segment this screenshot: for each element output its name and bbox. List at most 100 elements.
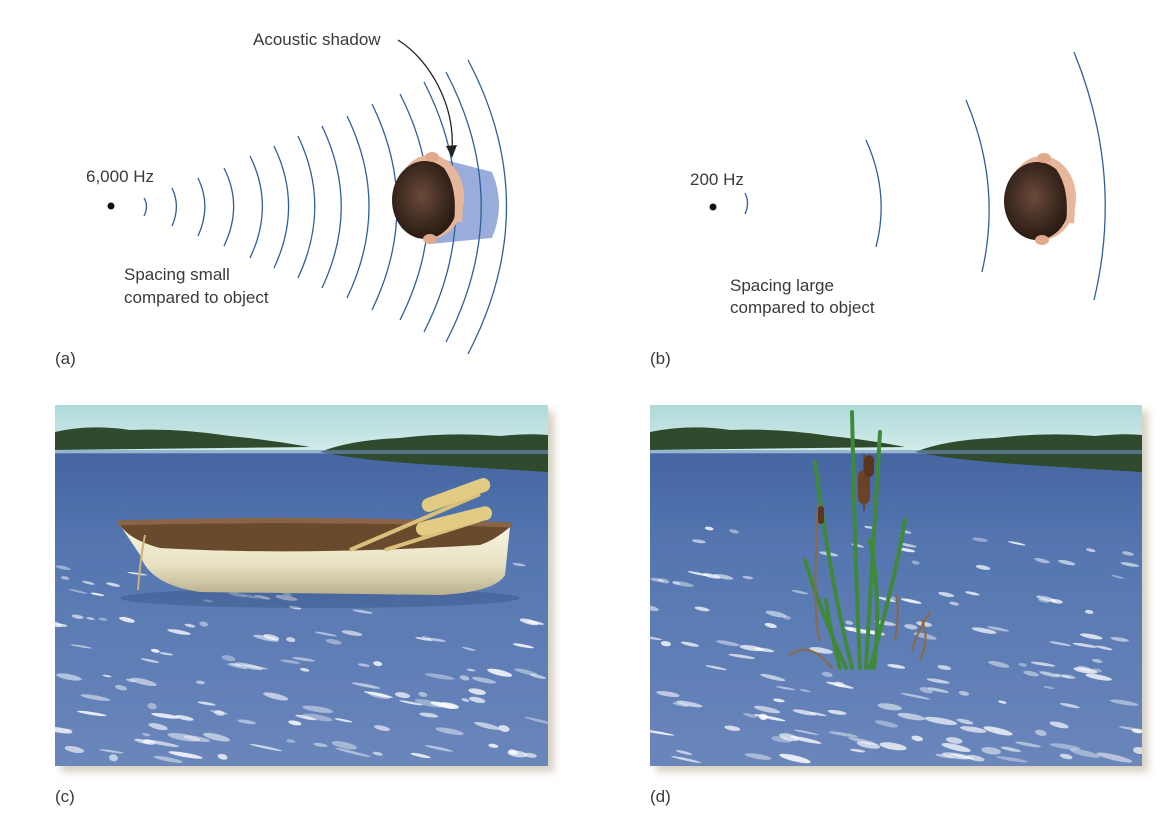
water-glint xyxy=(430,701,454,709)
water-glint xyxy=(471,676,497,684)
water-glint xyxy=(779,733,799,742)
water-glint xyxy=(295,714,317,721)
acoustic-shadow-arrow xyxy=(397,39,453,151)
water-glint xyxy=(519,618,539,626)
water-glint xyxy=(418,691,428,697)
water-glint xyxy=(419,712,439,718)
sound-source-dot-icon xyxy=(107,202,115,210)
water-glint xyxy=(1085,673,1112,681)
water-glint xyxy=(850,748,866,753)
wavefront-arc xyxy=(273,145,290,269)
water-glint xyxy=(229,663,242,667)
water-glint xyxy=(226,663,248,670)
water-glint xyxy=(249,743,283,752)
water-glint xyxy=(1073,667,1098,674)
water-glint xyxy=(705,665,728,671)
treeline-left xyxy=(650,427,905,450)
water-glint xyxy=(197,701,216,706)
water-glint xyxy=(202,599,214,603)
water-glint xyxy=(217,753,228,760)
water-glint xyxy=(71,614,84,619)
water-glint xyxy=(671,756,702,763)
water-glint xyxy=(334,718,353,723)
water-glint xyxy=(742,575,754,580)
water-glint xyxy=(650,636,663,641)
water-glint xyxy=(743,713,758,718)
water-glint xyxy=(373,661,383,667)
water-glint xyxy=(292,657,315,662)
water-glint xyxy=(140,658,160,663)
wavefront-arc xyxy=(445,71,482,343)
water-glint xyxy=(676,700,703,708)
water-glint xyxy=(288,605,302,610)
water-glint xyxy=(672,702,690,707)
water-glint xyxy=(821,671,833,678)
wavefront-arc xyxy=(223,167,235,247)
water-glint xyxy=(196,680,205,685)
water-glint xyxy=(435,727,464,735)
water-glint xyxy=(657,578,670,584)
water-glint xyxy=(776,686,796,691)
water-glint xyxy=(90,592,105,596)
water-glint xyxy=(234,662,263,671)
water-glint xyxy=(488,743,499,748)
water-glint xyxy=(856,741,881,749)
water-glint xyxy=(126,678,136,683)
water-glint xyxy=(203,732,231,742)
water-glint xyxy=(792,709,817,716)
water-glint xyxy=(466,668,476,672)
cattail-head-icon xyxy=(864,455,874,477)
water-glint xyxy=(971,627,997,634)
panel-letter-b: (b) xyxy=(650,349,671,368)
water-glint xyxy=(468,688,486,695)
water-glint xyxy=(966,754,985,762)
water-glint xyxy=(280,659,301,664)
spacing-caption-line2: compared to object xyxy=(730,298,875,317)
water-glint xyxy=(148,723,168,731)
water-glint xyxy=(242,594,258,599)
water-glint xyxy=(426,637,446,642)
water-glint xyxy=(199,621,208,627)
water-glint xyxy=(394,692,411,699)
water-glint xyxy=(286,739,296,743)
water-glint xyxy=(1038,598,1051,603)
water-glint xyxy=(864,525,874,529)
water-glint xyxy=(151,712,179,719)
wavefront-arc xyxy=(467,59,508,355)
water-glint xyxy=(507,750,528,758)
water-glint xyxy=(109,754,118,762)
water-glint xyxy=(1008,541,1026,546)
water-glint xyxy=(845,627,855,632)
water-glint xyxy=(1043,686,1055,689)
water-glint xyxy=(1049,743,1081,750)
water-glint xyxy=(760,673,786,682)
water-glint xyxy=(105,582,121,587)
water-glint xyxy=(758,713,768,721)
water-glint xyxy=(363,691,393,698)
water-glint xyxy=(372,751,383,756)
water-glint xyxy=(524,716,548,725)
water-glint xyxy=(887,664,906,669)
water-glint xyxy=(77,710,107,717)
water-glint xyxy=(351,682,381,689)
water-glint xyxy=(254,595,271,600)
water-glint xyxy=(1054,673,1071,679)
water-glint xyxy=(498,725,510,732)
water-glint xyxy=(263,692,289,701)
panel-letter-c: (c) xyxy=(55,787,75,806)
water-glint xyxy=(459,675,470,681)
water-glint xyxy=(1015,741,1041,748)
water-glint xyxy=(352,609,373,614)
water-glint xyxy=(357,663,370,667)
water-glint xyxy=(314,631,337,637)
water-glint xyxy=(415,637,433,641)
water-glint xyxy=(142,733,151,737)
water-glint xyxy=(656,690,680,698)
water-glint xyxy=(102,674,112,678)
water-glint xyxy=(1000,746,1022,752)
water-glint xyxy=(98,617,108,621)
water-glint xyxy=(150,648,160,653)
water-glint xyxy=(1120,562,1139,567)
water-glint xyxy=(1095,645,1113,651)
water-glint xyxy=(782,615,792,620)
